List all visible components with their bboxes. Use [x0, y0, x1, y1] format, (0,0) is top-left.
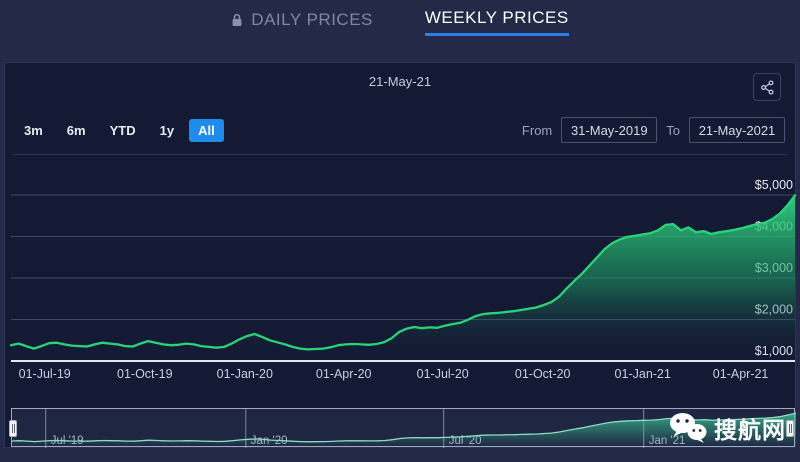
- range-button-ytd[interactable]: YTD: [101, 119, 145, 142]
- price-area: [11, 195, 795, 361]
- controls-row: 3m 6m YTD 1y All From To: [15, 116, 785, 144]
- range-button-all[interactable]: All: [189, 118, 224, 142]
- from-label: From: [521, 122, 553, 138]
- navigator-right-handle[interactable]: [786, 420, 794, 437]
- tab-weekly-prices[interactable]: WEEKLY PRICES: [424, 8, 569, 36]
- tab-daily-prices[interactable]: DAILY PRICES: [231, 10, 373, 30]
- navigator-area: [12, 413, 796, 447]
- x-axis-label: 01-Apr-20: [316, 367, 372, 381]
- navigator[interactable]: Jul '19Jan '20Jul '20Jan '21 搜航网: [11, 408, 796, 448]
- tabs-bar: DAILY PRICES WEEKLY PRICES: [0, 0, 800, 40]
- date-range-group: From To: [522, 117, 785, 143]
- price-line: [9, 194, 797, 351]
- to-label: To: [666, 122, 680, 138]
- from-date-input[interactable]: [561, 117, 658, 143]
- x-axis-label: 01-Apr-21: [713, 367, 769, 381]
- navigator-svg: Jul '19Jan '20Jul '20Jan '21: [12, 409, 796, 448]
- x-axis-label: 01-Jul-19: [19, 367, 71, 381]
- divider: [13, 154, 787, 155]
- x-axis-label: 01-Oct-20: [515, 367, 571, 381]
- range-button-1y[interactable]: 1y: [151, 119, 183, 142]
- x-axis-label: 01-Jan-20: [217, 367, 273, 381]
- to-date-input[interactable]: [689, 117, 785, 143]
- x-axis-label: 01-Jul-20: [417, 367, 469, 381]
- share-icon: [759, 79, 776, 96]
- range-selector: 3m 6m YTD 1y All: [15, 118, 224, 142]
- x-axis-label: 01-Oct-19: [117, 367, 173, 381]
- tab-daily-label: DAILY PRICES: [251, 10, 373, 29]
- x-axis-label: 01-Jan-21: [615, 367, 671, 381]
- tab-weekly-label: WEEKLY PRICES: [424, 8, 569, 27]
- navigator-left-handle[interactable]: [9, 420, 17, 437]
- share-button[interactable]: [753, 73, 781, 101]
- y-axis-label: $5,000: [755, 178, 793, 192]
- lock-icon: [231, 13, 243, 27]
- main-chart-svg: $1,000$2,000$3,000$4,000$5,00001-Jul-190…: [9, 178, 797, 381]
- chart-title: 21-May-21: [368, 74, 432, 89]
- range-button-6m[interactable]: 6m: [58, 119, 95, 142]
- main-chart[interactable]: $1,000$2,000$3,000$4,000$5,00001-Jul-190…: [5, 155, 797, 407]
- navigator-line: [12, 412, 796, 443]
- range-button-3m[interactable]: 3m: [15, 119, 52, 142]
